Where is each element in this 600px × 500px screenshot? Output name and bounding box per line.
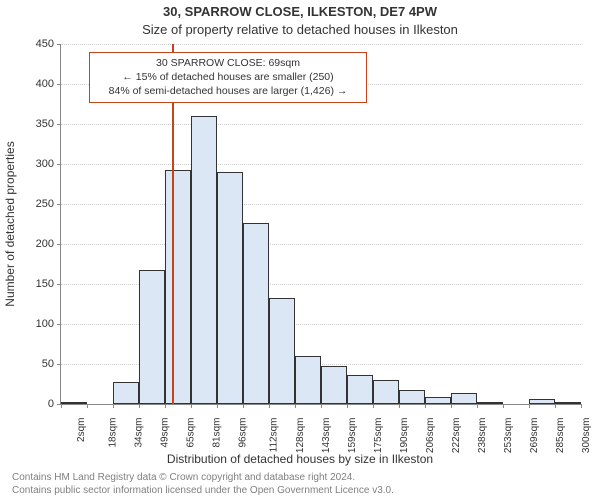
- x-tick-mark: [451, 404, 452, 408]
- histogram-bar: [347, 375, 373, 404]
- annotation-line: 30 SPARROW CLOSE: 69sqm: [96, 56, 360, 70]
- x-tick-mark: [399, 404, 400, 408]
- histogram-bar: [295, 356, 321, 404]
- histogram-bar: [243, 223, 269, 404]
- y-tick-label: 450: [14, 38, 54, 50]
- footer-attribution: Contains HM Land Registry data © Crown c…: [12, 471, 394, 497]
- histogram-bar: [425, 397, 451, 404]
- x-tick-mark: [243, 404, 244, 408]
- x-tick-mark: [347, 404, 348, 408]
- x-tick-label: 300sqm: [581, 418, 592, 454]
- histogram-bar: [477, 402, 503, 404]
- x-tick-label: 81sqm: [212, 418, 223, 448]
- y-tick-label: 350: [14, 118, 54, 130]
- grid-line: [61, 164, 581, 165]
- y-tick-mark: [57, 204, 61, 205]
- y-tick-mark: [57, 364, 61, 365]
- x-tick-mark: [139, 404, 140, 408]
- y-tick-mark: [57, 284, 61, 285]
- x-tick-mark: [373, 404, 374, 408]
- grid-line: [61, 124, 581, 125]
- histogram-bar: [61, 402, 87, 404]
- x-tick-label: 253sqm: [503, 418, 514, 454]
- chart-title-sub: Size of property relative to detached ho…: [0, 22, 600, 37]
- histogram-bar: [165, 170, 191, 404]
- x-tick-mark: [61, 404, 62, 408]
- footer-line-2: Contains public sector information licen…: [12, 484, 394, 497]
- x-tick-mark: [321, 404, 322, 408]
- x-tick-label: 238sqm: [477, 418, 488, 454]
- histogram-bar: [139, 270, 165, 404]
- y-tick-mark: [57, 124, 61, 125]
- x-tick-mark: [529, 404, 530, 408]
- y-tick-label: 150: [14, 278, 54, 290]
- y-tick-mark: [57, 84, 61, 85]
- x-tick-mark: [87, 404, 88, 408]
- x-tick-mark: [425, 404, 426, 408]
- y-tick-label: 50: [14, 358, 54, 370]
- histogram-bar: [269, 298, 295, 404]
- x-tick-label: 96sqm: [238, 418, 249, 448]
- y-tick-mark: [57, 164, 61, 165]
- x-axis-label: Distribution of detached houses by size …: [0, 452, 600, 466]
- x-tick-mark: [191, 404, 192, 408]
- y-tick-mark: [57, 44, 61, 45]
- x-tick-mark: [477, 404, 478, 408]
- x-tick-label: 159sqm: [347, 418, 358, 454]
- x-tick-mark: [165, 404, 166, 408]
- x-tick-label: 112sqm: [268, 418, 279, 453]
- footer-line-1: Contains HM Land Registry data © Crown c…: [12, 471, 394, 484]
- x-tick-label: 49sqm: [160, 418, 171, 448]
- x-tick-mark: [217, 404, 218, 408]
- x-tick-label: 34sqm: [134, 418, 145, 448]
- x-tick-label: 206sqm: [425, 418, 436, 454]
- x-tick-label: 269sqm: [529, 418, 540, 454]
- x-tick-label: 222sqm: [451, 418, 462, 454]
- grid-line: [61, 44, 581, 45]
- annotation-line: 84% of semi-detached houses are larger (…: [96, 84, 360, 98]
- y-tick-label: 250: [14, 198, 54, 210]
- y-tick-mark: [57, 244, 61, 245]
- x-tick-mark: [295, 404, 296, 408]
- histogram-bar: [217, 172, 243, 404]
- y-tick-label: 200: [14, 238, 54, 250]
- x-tick-label: 143sqm: [321, 418, 332, 454]
- y-tick-label: 300: [14, 158, 54, 170]
- x-tick-mark: [581, 404, 582, 408]
- grid-line: [61, 244, 581, 245]
- y-tick-label: 100: [14, 318, 54, 330]
- y-tick-mark: [57, 324, 61, 325]
- histogram-bar: [529, 399, 555, 404]
- y-tick-label: 0: [14, 398, 54, 410]
- property-annotation: 30 SPARROW CLOSE: 69sqm← 15% of detached…: [89, 52, 367, 103]
- x-tick-mark: [503, 404, 504, 408]
- x-tick-label: 128sqm: [295, 418, 306, 454]
- histogram-bar: [373, 380, 399, 404]
- grid-line: [61, 204, 581, 205]
- y-tick-label: 400: [14, 78, 54, 90]
- histogram-bar: [191, 116, 217, 404]
- x-tick-label: 285sqm: [555, 418, 566, 454]
- x-tick-label: 190sqm: [399, 418, 410, 454]
- chart-title-main: 30, SPARROW CLOSE, ILKESTON, DE7 4PW: [0, 4, 600, 19]
- x-tick-mark: [555, 404, 556, 408]
- x-tick-label: 175sqm: [373, 418, 384, 454]
- histogram-bar: [113, 382, 139, 404]
- histogram-plot: 30 SPARROW CLOSE: 69sqm← 15% of detached…: [60, 44, 581, 405]
- histogram-bar: [321, 366, 347, 404]
- x-tick-mark: [113, 404, 114, 408]
- annotation-line: ← 15% of detached houses are smaller (25…: [96, 70, 360, 84]
- x-tick-label: 18sqm: [108, 418, 119, 448]
- histogram-bar: [555, 402, 581, 404]
- x-tick-mark: [269, 404, 270, 408]
- x-tick-label: 65sqm: [186, 418, 197, 448]
- histogram-bar: [399, 390, 425, 404]
- histogram-bar: [451, 393, 477, 404]
- x-tick-label: 2sqm: [76, 418, 87, 442]
